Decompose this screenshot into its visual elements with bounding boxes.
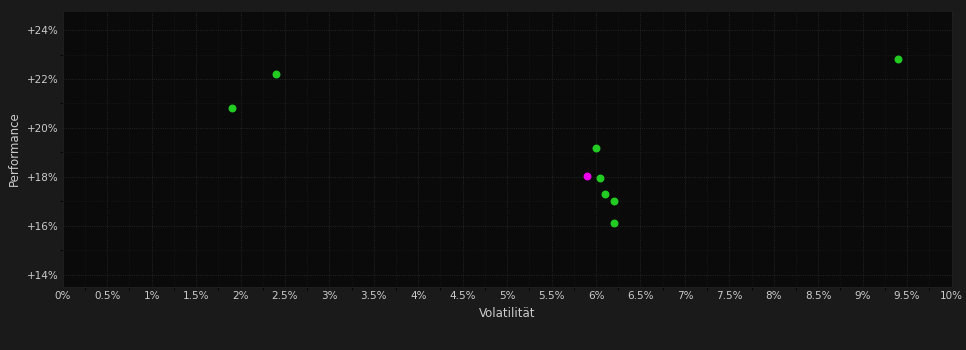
- Point: [588, 145, 604, 150]
- X-axis label: Volatilität: Volatilität: [479, 307, 535, 320]
- Point: [891, 57, 906, 62]
- Point: [224, 106, 240, 111]
- Point: [606, 198, 621, 204]
- Point: [593, 175, 609, 181]
- Y-axis label: Performance: Performance: [9, 111, 21, 186]
- Point: [597, 191, 612, 197]
- Point: [269, 71, 284, 77]
- Point: [580, 173, 595, 178]
- Point: [606, 220, 621, 226]
